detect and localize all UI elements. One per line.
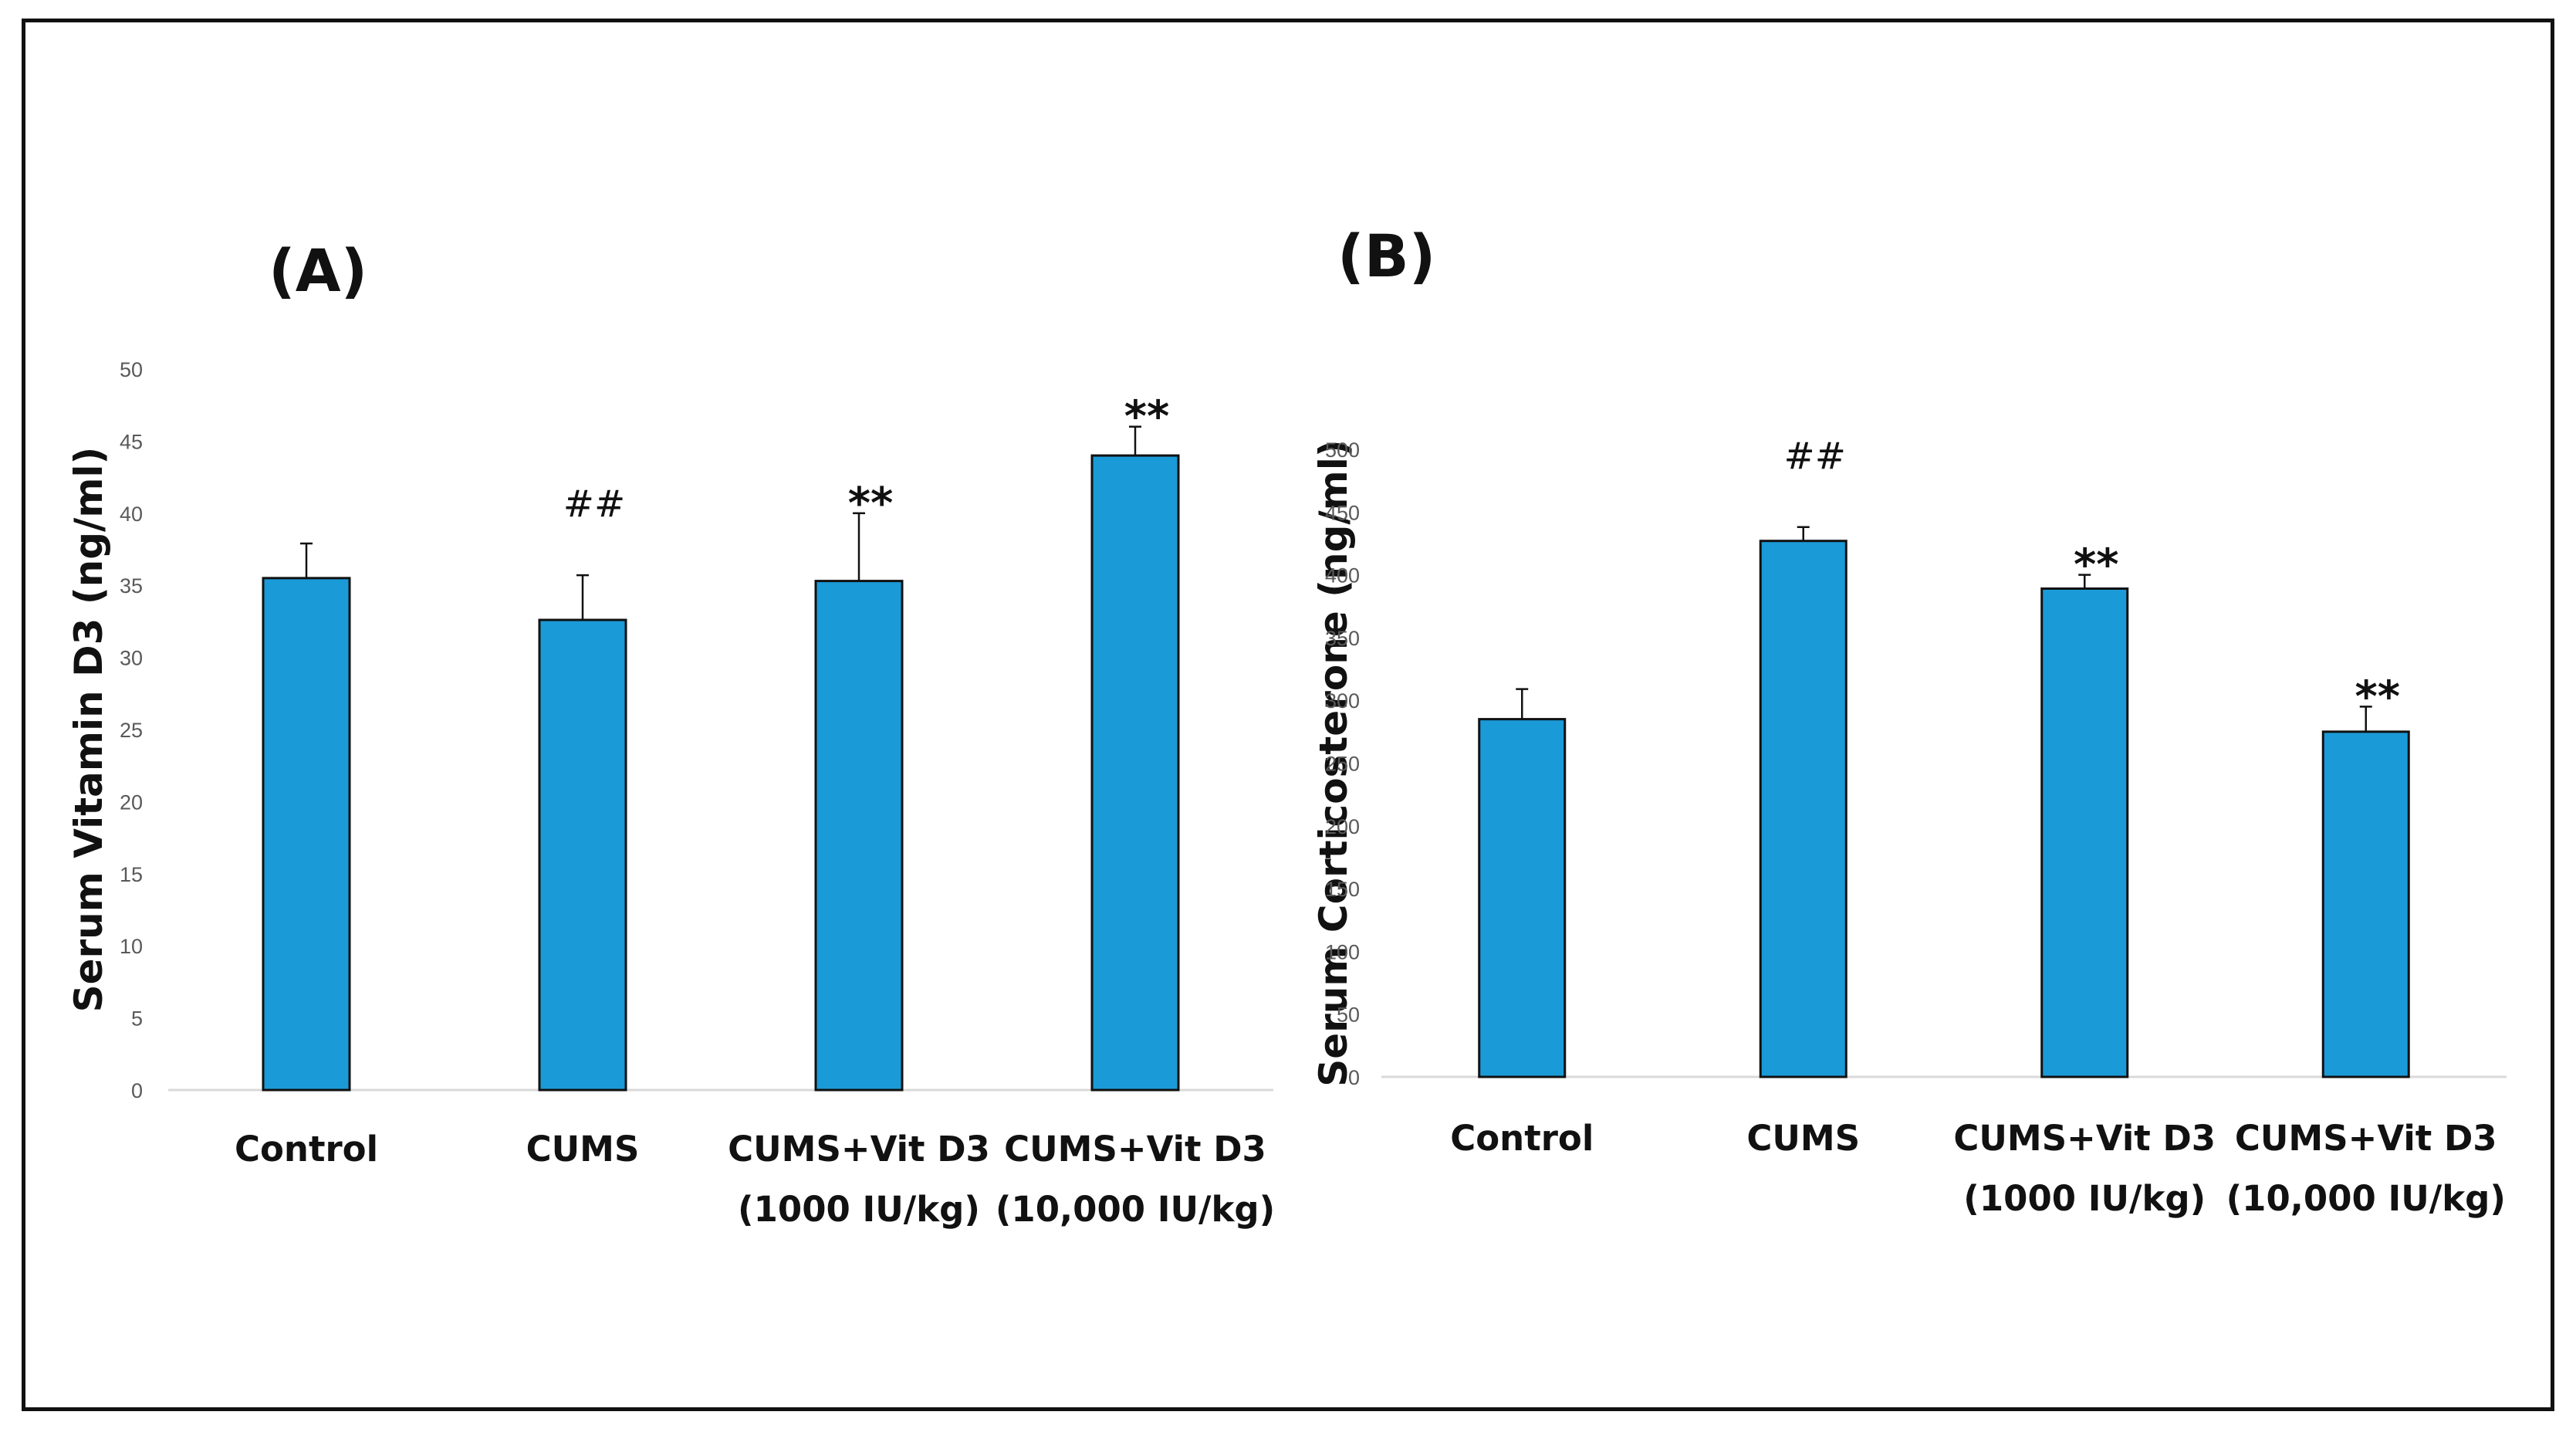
panel-a-significance-marker: ** [1124, 392, 1170, 442]
panel-a-significance-marker: ## [563, 482, 625, 526]
panel-b-category-label: (10,000 IU/kg) [2226, 1178, 2506, 1219]
panel-a-y-tick-label: 35 [120, 574, 143, 598]
panel-a-category-label: CUMS+Vit D3 [728, 1129, 990, 1170]
panel-b-category-label: CUMS+Vit D3 [2235, 1118, 2497, 1159]
panel-a-bar [814, 580, 904, 1092]
panel-a-y-tick-label: 5 [131, 1007, 143, 1031]
panel-b-significance-marker: ** [2355, 672, 2400, 722]
panel-b-category-label: CUMS [1746, 1118, 1860, 1159]
panel-b-category-label: Control [1450, 1118, 1594, 1159]
panel-b-label: (B) [1337, 222, 1435, 290]
panel-b-y-tick-label: 250 [1325, 753, 1360, 776]
panel-a-y-tick-label: 25 [120, 719, 143, 742]
panel-a-label: (A) [269, 236, 367, 305]
panel-b-y-axis-label: Serum Corticosterone (ng/ml) [1311, 439, 1356, 1087]
panel-a-category-label: (1000 IU/kg) [738, 1189, 980, 1230]
panel-b-significance-marker: ## [1784, 435, 1846, 478]
panel-a-y-tick-label: 50 [120, 358, 143, 381]
panel-a-y-tick-label: 0 [131, 1079, 143, 1102]
panel-b-y-tick-label: 0 [1348, 1066, 1360, 1089]
panel-a-significance-marker: ** [848, 479, 894, 529]
panel-b-y-tick-label: 400 [1325, 564, 1360, 587]
panel-b-bar [2321, 730, 2410, 1078]
panel-b-y-tick-label: 350 [1325, 627, 1360, 650]
panel-b-category-label: CUMS+Vit D3 [1953, 1118, 2216, 1159]
panel-a-bar [538, 618, 627, 1092]
panel-a-bar [262, 577, 351, 1092]
panel-b-y-tick-label: 200 [1325, 815, 1360, 838]
panel-a-y-axis-label: Serum Vitamin D3 (ng/ml) [66, 447, 111, 1013]
panel-b-bar [1478, 718, 1567, 1078]
panel-b-category-label: (1000 IU/kg) [1963, 1178, 2206, 1219]
figure-border [22, 19, 2554, 1411]
panel-b-y-tick-label: 450 [1325, 501, 1360, 524]
panel-b-y-tick-label: 500 [1325, 438, 1360, 462]
panel-a-y-tick-label: 10 [120, 935, 143, 958]
panel-a-category-label: CUMS [526, 1129, 640, 1170]
panel-a-bar [1090, 454, 1180, 1092]
panel-a-y-tick-label: 40 [120, 503, 143, 526]
panel-b-significance-marker: ** [2074, 540, 2119, 591]
panel-a-category-label: (10,000 IU/kg) [996, 1189, 1275, 1230]
panel-a-y-tick-label: 20 [120, 790, 143, 814]
panel-b-bar [1759, 540, 1847, 1078]
panel-a-y-tick-label: 15 [120, 863, 143, 886]
panel-a-y-tick-label: 45 [120, 430, 143, 453]
panel-b-y-tick-label: 100 [1325, 940, 1360, 963]
panel-a-category-label: Control [235, 1129, 378, 1170]
panel-b-y-tick-label: 50 [1337, 1004, 1360, 1027]
panel-b-y-tick-label: 150 [1325, 878, 1360, 901]
panel-a-y-tick-label: 30 [120, 647, 143, 670]
panel-b-y-tick-label: 300 [1325, 689, 1360, 713]
panel-a-category-label: CUMS+Vit D3 [1004, 1129, 1266, 1170]
panel-b-bar [2040, 587, 2129, 1078]
